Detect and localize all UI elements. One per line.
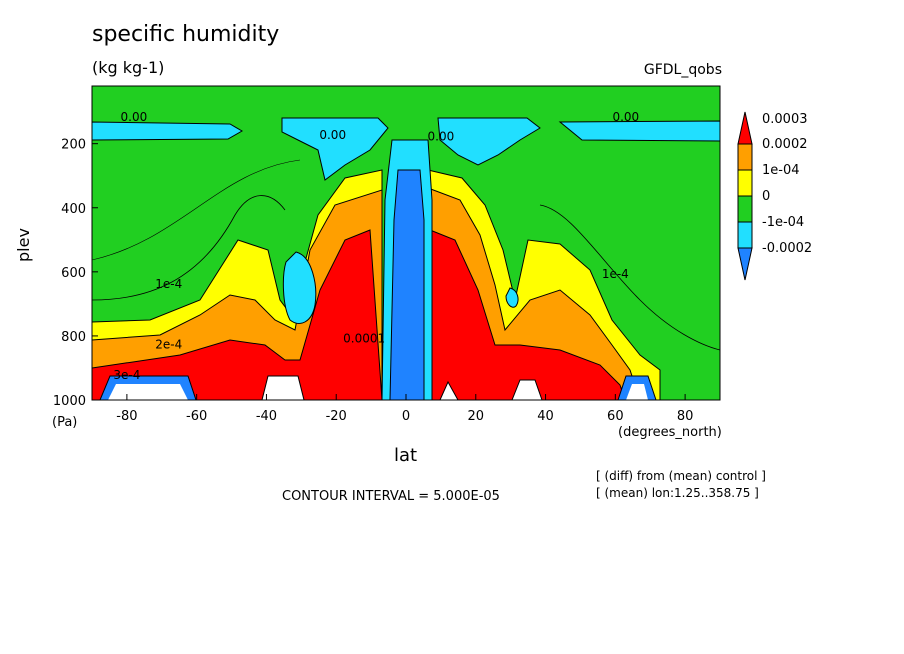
- colorbar-label: -1e-04: [762, 215, 804, 230]
- colorbar-segment: [737, 143, 753, 171]
- contour-label: 2e-4: [155, 338, 182, 352]
- chart-title: specific humidity: [92, 22, 280, 47]
- y-tick-label: 200: [61, 138, 86, 153]
- x-axis-label: lat: [394, 445, 418, 466]
- contour-line: [539, 204, 720, 351]
- chart-units: (kg kg-1): [92, 58, 165, 77]
- colorbar-segment: [737, 247, 753, 281]
- surface-gap: [439, 380, 459, 400]
- band-cyan-upper-right: [558, 120, 720, 142]
- column-blue-equator: [389, 169, 425, 400]
- contour-label: 0.00: [612, 110, 639, 124]
- colorbar-label: 0.0003: [762, 112, 808, 127]
- surface-gap: [511, 379, 543, 400]
- note-mean: [ (mean) lon:1.25..358.75 ]: [596, 486, 759, 500]
- colorbar-segment: [737, 169, 753, 197]
- contour-label: 0.00: [121, 110, 148, 124]
- x-tick-label: -40: [256, 409, 277, 424]
- colorbar-segment: [737, 221, 753, 249]
- surface-gap: [626, 384, 648, 400]
- colorbar-segment: [737, 195, 753, 223]
- x-tick-label: 20: [468, 409, 485, 424]
- colorbar-label: -0.0002: [762, 241, 812, 256]
- colorbar-label: 0: [762, 189, 770, 204]
- contour-label: 1e-4: [155, 277, 182, 291]
- x-tick-label: -20: [326, 409, 347, 424]
- x-tick-label: -60: [186, 409, 207, 424]
- contour-line: [92, 159, 301, 261]
- contour-line: [92, 195, 286, 301]
- dataset-label: GFDL_qobs: [643, 62, 722, 78]
- contour-interval: CONTOUR INTERVAL = 5.000E-05: [282, 489, 500, 504]
- x-axis-unit: (degrees_north): [618, 425, 722, 440]
- colorbar-label: 1e-04: [762, 163, 800, 178]
- colorbar-label: 0.0002: [762, 137, 808, 152]
- y-axis-unit: (Pa): [52, 415, 78, 430]
- x-tick-label: 80: [677, 409, 694, 424]
- y-tick-label: 1000: [53, 394, 86, 409]
- band-cyan-upper-left: [92, 121, 243, 141]
- pocket-cyan-left: [282, 251, 317, 324]
- contour-label: 3e-4: [113, 368, 140, 382]
- x-tick-label: 40: [537, 409, 554, 424]
- contour-label: 1e-4: [602, 267, 629, 281]
- x-tick-label: 60: [607, 409, 624, 424]
- colorbar-segment: [737, 111, 753, 145]
- surface-gap: [261, 375, 305, 400]
- band-red-left: [92, 229, 383, 400]
- note-diff: [ (diff) from (mean) control ]: [596, 469, 766, 483]
- y-tick-label: 800: [61, 330, 86, 345]
- band-cyan-upper-mid-right: [437, 117, 541, 166]
- surface-gap: [108, 384, 188, 400]
- x-tick-label: 0: [402, 409, 410, 424]
- x-tick-label: -80: [116, 409, 137, 424]
- band-cyan-upper-mid-left: [281, 117, 389, 181]
- band-red-right: [429, 229, 626, 400]
- contour-label: 0.0001: [343, 331, 385, 345]
- contour-label: 0.00: [428, 129, 455, 143]
- y-tick-label: 400: [61, 202, 86, 217]
- pocket-cyan-right: [505, 287, 519, 308]
- y-axis-label: plev: [14, 228, 33, 262]
- contour-label: 0.00: [319, 128, 346, 142]
- y-tick-label: 600: [61, 266, 86, 281]
